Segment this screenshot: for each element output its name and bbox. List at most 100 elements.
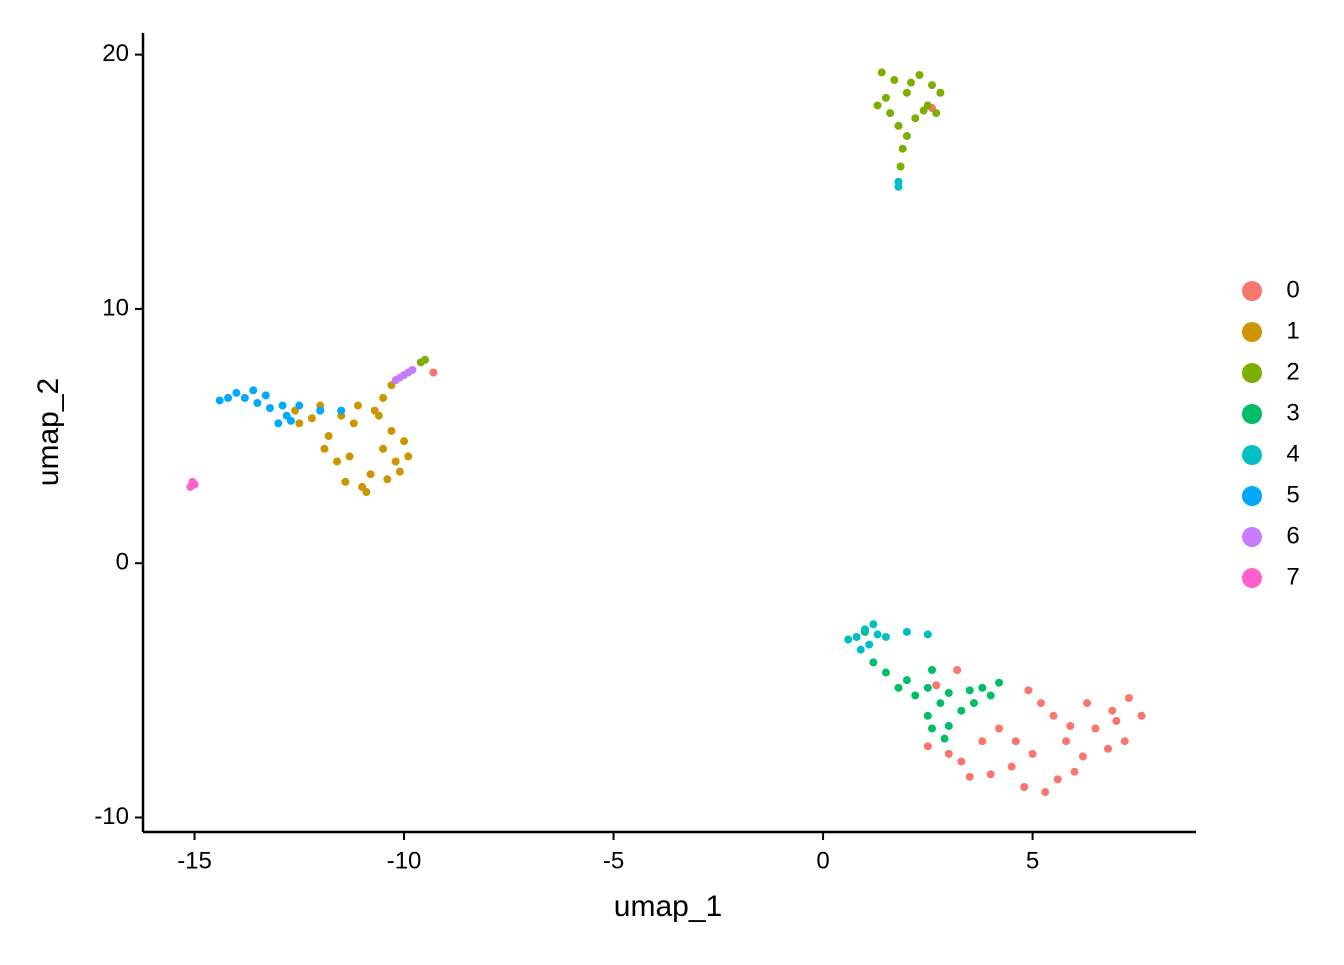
point bbox=[395, 373, 404, 382]
point bbox=[295, 401, 304, 410]
point bbox=[944, 688, 953, 697]
point bbox=[865, 640, 874, 649]
point bbox=[307, 414, 316, 423]
point bbox=[902, 676, 911, 685]
point bbox=[265, 404, 274, 413]
point bbox=[1070, 767, 1079, 776]
point bbox=[421, 355, 430, 364]
x-tick-label: 5 bbox=[1026, 847, 1039, 874]
point bbox=[278, 401, 287, 410]
point bbox=[873, 630, 882, 639]
point bbox=[1137, 711, 1146, 720]
point bbox=[936, 699, 945, 708]
point bbox=[894, 182, 903, 191]
point bbox=[215, 396, 224, 405]
point bbox=[995, 724, 1004, 733]
point bbox=[324, 432, 333, 441]
point bbox=[877, 68, 886, 77]
y-tick-label: 0 bbox=[116, 549, 129, 576]
legend-label: 3 bbox=[1286, 399, 1299, 426]
point bbox=[944, 721, 953, 730]
point bbox=[890, 76, 899, 85]
point bbox=[341, 477, 350, 486]
point bbox=[936, 88, 945, 97]
point bbox=[345, 452, 354, 461]
point bbox=[362, 488, 371, 497]
legend-label: 5 bbox=[1286, 481, 1299, 508]
point bbox=[969, 699, 978, 708]
legend-label: 4 bbox=[1286, 440, 1299, 467]
legend-swatch bbox=[1242, 568, 1262, 588]
point bbox=[1049, 711, 1058, 720]
x-tick-label: -5 bbox=[603, 847, 624, 874]
point bbox=[366, 470, 375, 479]
legend-label: 6 bbox=[1286, 522, 1299, 549]
point bbox=[240, 393, 249, 402]
point bbox=[919, 106, 928, 115]
legend-label: 7 bbox=[1286, 563, 1299, 590]
point bbox=[978, 683, 987, 692]
point bbox=[923, 683, 932, 692]
point bbox=[869, 620, 878, 629]
point bbox=[932, 109, 941, 118]
y-tick-label: -10 bbox=[94, 803, 129, 830]
point bbox=[911, 114, 920, 123]
point bbox=[379, 393, 388, 402]
point bbox=[1066, 721, 1075, 730]
point bbox=[1011, 737, 1020, 746]
point bbox=[383, 475, 392, 484]
point bbox=[1078, 752, 1087, 761]
point bbox=[902, 131, 911, 140]
point bbox=[881, 632, 890, 641]
legend-swatch bbox=[1242, 363, 1262, 383]
point bbox=[873, 101, 882, 110]
point bbox=[395, 467, 404, 476]
point bbox=[898, 144, 907, 153]
point bbox=[1007, 762, 1016, 771]
legend-label: 2 bbox=[1286, 358, 1299, 385]
point bbox=[923, 711, 932, 720]
point bbox=[953, 666, 962, 675]
point bbox=[404, 368, 413, 377]
legend-swatch bbox=[1242, 445, 1262, 465]
point bbox=[886, 109, 895, 118]
point bbox=[1053, 775, 1062, 784]
point bbox=[965, 686, 974, 695]
point bbox=[852, 632, 861, 641]
point bbox=[902, 627, 911, 636]
point bbox=[1036, 699, 1045, 708]
point bbox=[894, 121, 903, 130]
point bbox=[1104, 744, 1113, 753]
point bbox=[232, 388, 241, 397]
legend-swatch bbox=[1242, 486, 1262, 506]
point bbox=[907, 78, 916, 87]
point bbox=[1028, 749, 1037, 758]
point bbox=[995, 678, 1004, 687]
legend-label: 1 bbox=[1286, 317, 1299, 344]
point bbox=[1041, 788, 1050, 797]
point bbox=[1112, 716, 1121, 725]
point bbox=[391, 457, 400, 466]
legend-swatch bbox=[1242, 281, 1262, 301]
point bbox=[940, 734, 949, 743]
legend-swatch bbox=[1242, 527, 1262, 547]
point bbox=[286, 416, 295, 425]
point bbox=[249, 386, 258, 395]
point bbox=[928, 666, 937, 675]
point bbox=[1083, 699, 1092, 708]
point bbox=[944, 749, 953, 758]
point bbox=[894, 683, 903, 692]
point bbox=[379, 444, 388, 453]
point bbox=[370, 406, 379, 415]
x-axis-title: umap_1 bbox=[614, 890, 722, 923]
legend-swatch bbox=[1242, 322, 1262, 342]
point bbox=[1062, 737, 1071, 746]
point bbox=[1124, 693, 1133, 702]
point bbox=[353, 401, 362, 410]
legend-swatch bbox=[1242, 404, 1262, 424]
point bbox=[349, 419, 358, 428]
x-tick-label: -15 bbox=[177, 847, 212, 874]
point bbox=[932, 681, 941, 690]
point bbox=[429, 368, 438, 377]
